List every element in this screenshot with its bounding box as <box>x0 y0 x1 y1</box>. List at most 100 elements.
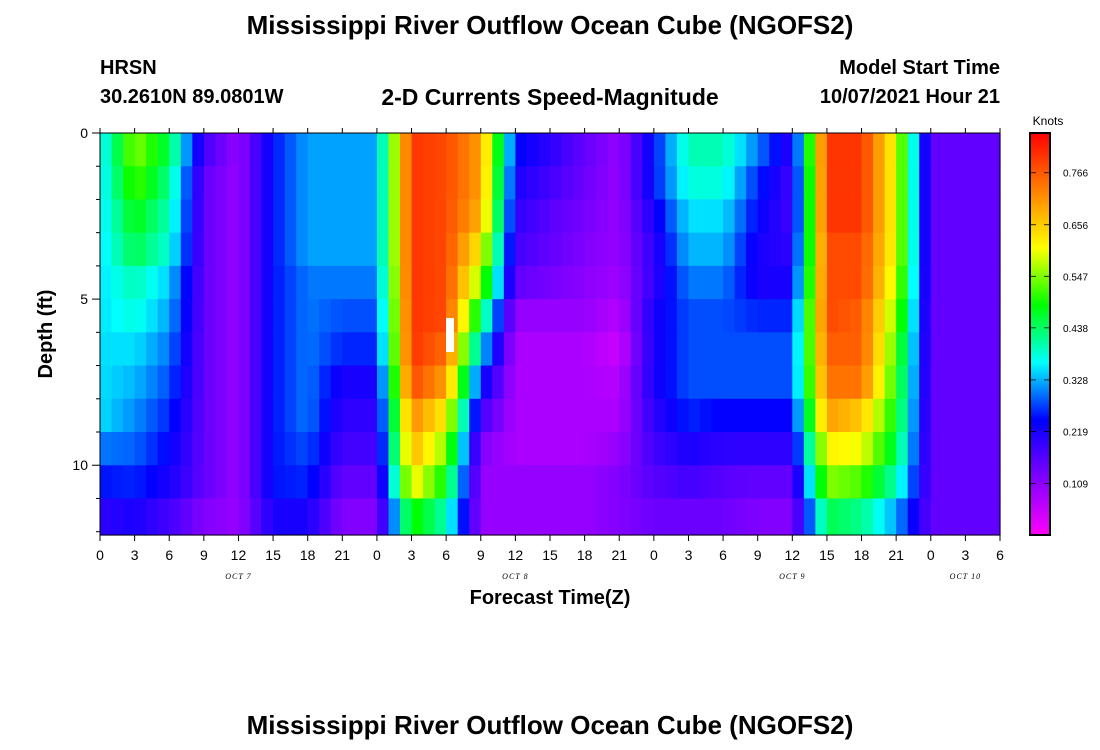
heatmap-cell <box>215 265 228 300</box>
heatmap-cell <box>665 432 678 466</box>
heatmap-cell <box>723 398 736 433</box>
heatmap-cell <box>850 531 863 536</box>
heatmap-cell <box>596 365 609 400</box>
heatmap-cell <box>769 166 782 201</box>
heatmap-cell <box>573 199 586 234</box>
x-tick-label: 3 <box>961 547 969 563</box>
heatmap-cell <box>203 498 216 533</box>
heatmap-cell <box>215 232 228 267</box>
heatmap-cell <box>261 432 274 466</box>
heatmap-cell <box>630 365 643 400</box>
heatmap-cell <box>250 133 263 167</box>
heatmap-cell <box>896 166 909 201</box>
heatmap-cell <box>100 265 113 300</box>
heatmap-cell <box>319 432 332 466</box>
x-tick-label: 6 <box>719 547 727 563</box>
y-tick-label: 10 <box>72 457 88 473</box>
heatmap-cell <box>930 432 943 466</box>
heatmap-cell <box>596 299 609 333</box>
heatmap-cell <box>665 232 678 267</box>
heatmap-cell <box>965 232 978 267</box>
heatmap-cell <box>723 332 736 367</box>
x-tick-label: 18 <box>577 547 593 563</box>
heatmap-cell <box>896 465 909 500</box>
heatmap-cell <box>780 265 793 300</box>
heatmap-cell <box>734 432 747 466</box>
heatmap-cell <box>826 432 840 466</box>
x-tick-label: 9 <box>477 547 485 563</box>
heatmap-cell <box>953 265 966 300</box>
heatmap-cell <box>192 232 205 267</box>
heatmap-cell <box>873 232 886 267</box>
heatmap-cell <box>803 232 816 267</box>
heatmap-cell <box>850 398 863 433</box>
heatmap-cell <box>596 232 609 267</box>
heatmap-cell <box>353 166 366 201</box>
heatmap-cell <box>803 398 816 433</box>
heatmap-cell <box>526 365 540 400</box>
heatmap-cell <box>676 531 690 536</box>
heatmap-cell <box>400 365 413 400</box>
heatmap-cell <box>653 365 666 400</box>
heatmap-cell <box>157 133 170 167</box>
heatmap-cell <box>503 432 516 466</box>
heatmap-cell <box>826 332 840 367</box>
heatmap-cell <box>353 465 366 500</box>
heatmap-cell <box>861 332 874 367</box>
heatmap-cell <box>342 365 355 400</box>
heatmap-cell <box>850 133 863 167</box>
heatmap-cell <box>134 365 147 400</box>
heatmap-cell <box>907 299 920 333</box>
heatmap-cell <box>261 232 274 267</box>
heatmap-cell <box>815 166 828 201</box>
heatmap-cell <box>203 332 216 367</box>
heatmap-cell <box>907 365 920 400</box>
heatmap-cell <box>307 299 320 333</box>
heatmap-cell <box>930 133 943 167</box>
heatmap-cell <box>550 265 563 300</box>
heatmap-cell <box>550 498 563 533</box>
heatmap-cell <box>469 332 482 367</box>
heatmap-cell <box>400 232 413 267</box>
heatmap-cell <box>446 133 459 167</box>
heatmap-cell <box>873 332 886 367</box>
heatmap-cell <box>919 199 932 234</box>
heatmap-cell <box>896 498 909 533</box>
heatmap-cell <box>365 332 378 367</box>
heatmap-cell <box>457 199 470 234</box>
heatmap-cell <box>688 432 701 466</box>
heatmap-cell <box>215 465 228 500</box>
heatmap-cell <box>734 133 747 167</box>
heatmap-cell <box>619 265 632 300</box>
heatmap-cell <box>584 199 597 234</box>
heatmap-cell <box>976 432 990 466</box>
heatmap-cell <box>123 332 136 367</box>
heatmap-cell <box>515 133 528 167</box>
heatmap-cell <box>780 332 793 367</box>
heatmap-cell <box>273 265 286 300</box>
x-tick-label: 0 <box>373 547 381 563</box>
heatmap-cell <box>273 232 286 267</box>
heatmap-cell <box>700 299 713 333</box>
heatmap-cell <box>873 432 886 466</box>
heatmap-cell <box>896 265 909 300</box>
heatmap-cell <box>746 332 759 367</box>
heatmap-cell <box>665 465 678 500</box>
heatmap-cell <box>388 199 401 234</box>
heatmap-cell <box>561 365 574 400</box>
heatmap-cell <box>284 166 297 201</box>
heatmap-cell <box>457 299 470 333</box>
x-tick-label: 9 <box>754 547 762 563</box>
heatmap-cell <box>723 265 736 300</box>
heatmap-cell <box>134 265 147 300</box>
heatmap-cell <box>111 199 124 234</box>
heatmap-cell <box>296 365 309 400</box>
heatmap-cell <box>376 432 390 466</box>
heatmap-cell <box>907 199 920 234</box>
heatmap-cell <box>988 398 1001 433</box>
heatmap-cell <box>965 199 978 234</box>
heatmap-cell <box>757 432 770 466</box>
heatmap-cell <box>607 432 620 466</box>
heatmap-cell <box>469 166 482 201</box>
heatmap-cell <box>630 199 643 234</box>
